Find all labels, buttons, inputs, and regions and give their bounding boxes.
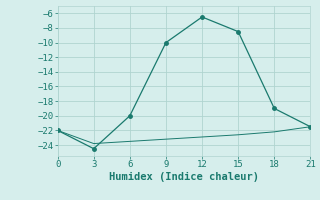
- X-axis label: Humidex (Indice chaleur): Humidex (Indice chaleur): [109, 172, 259, 182]
